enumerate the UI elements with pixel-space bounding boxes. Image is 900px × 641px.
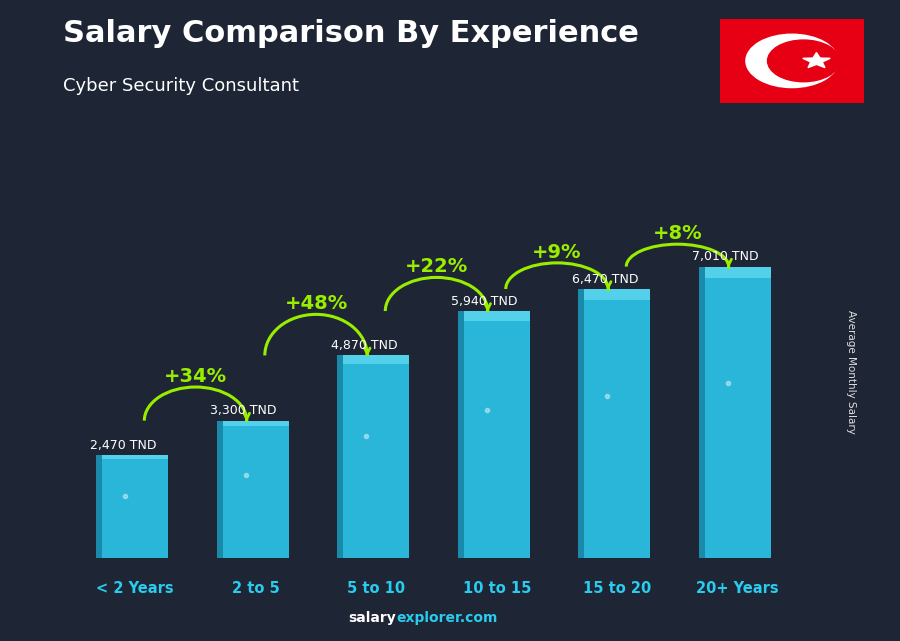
Text: < 2 Years: < 2 Years <box>96 581 174 595</box>
Bar <box>698 267 705 558</box>
Bar <box>705 267 770 558</box>
Text: 2 to 5: 2 to 5 <box>232 581 280 595</box>
Text: +48%: +48% <box>284 294 347 313</box>
Bar <box>103 455 168 558</box>
Text: salary: salary <box>348 611 396 625</box>
Text: Salary Comparison By Experience: Salary Comparison By Experience <box>63 19 639 48</box>
Text: +9%: +9% <box>532 243 581 262</box>
Text: 7,010 TND: 7,010 TND <box>692 250 759 263</box>
Text: +22%: +22% <box>405 257 468 276</box>
Bar <box>96 455 103 558</box>
Text: 4,870 TND: 4,870 TND <box>331 339 398 352</box>
Text: explorer.com: explorer.com <box>396 611 498 625</box>
Bar <box>343 356 410 558</box>
Bar <box>457 311 464 558</box>
Bar <box>217 420 222 558</box>
Text: Average Monthly Salary: Average Monthly Salary <box>845 310 856 434</box>
Text: +8%: +8% <box>652 224 702 243</box>
Text: 5,940 TND: 5,940 TND <box>452 295 518 308</box>
Bar <box>705 267 770 278</box>
Bar <box>464 311 530 558</box>
Bar <box>464 311 530 321</box>
Text: 2,470 TND: 2,470 TND <box>89 439 156 452</box>
Text: 6,470 TND: 6,470 TND <box>572 272 638 286</box>
Text: 10 to 15: 10 to 15 <box>463 581 531 595</box>
Bar <box>338 356 343 558</box>
Text: 15 to 20: 15 to 20 <box>583 581 652 595</box>
Text: 20+ Years: 20+ Years <box>697 581 779 595</box>
Text: 3,300 TND: 3,300 TND <box>211 404 277 417</box>
Text: Cyber Security Consultant: Cyber Security Consultant <box>63 77 299 95</box>
Bar <box>584 289 651 300</box>
Polygon shape <box>803 53 830 68</box>
Circle shape <box>768 40 840 81</box>
Text: 5 to 10: 5 to 10 <box>347 581 405 595</box>
Bar <box>578 289 584 558</box>
Bar <box>343 356 410 363</box>
Circle shape <box>746 34 838 88</box>
Text: +34%: +34% <box>164 367 227 386</box>
Bar <box>584 289 651 558</box>
Bar <box>222 420 289 558</box>
Bar <box>222 420 289 426</box>
Bar <box>103 455 168 459</box>
